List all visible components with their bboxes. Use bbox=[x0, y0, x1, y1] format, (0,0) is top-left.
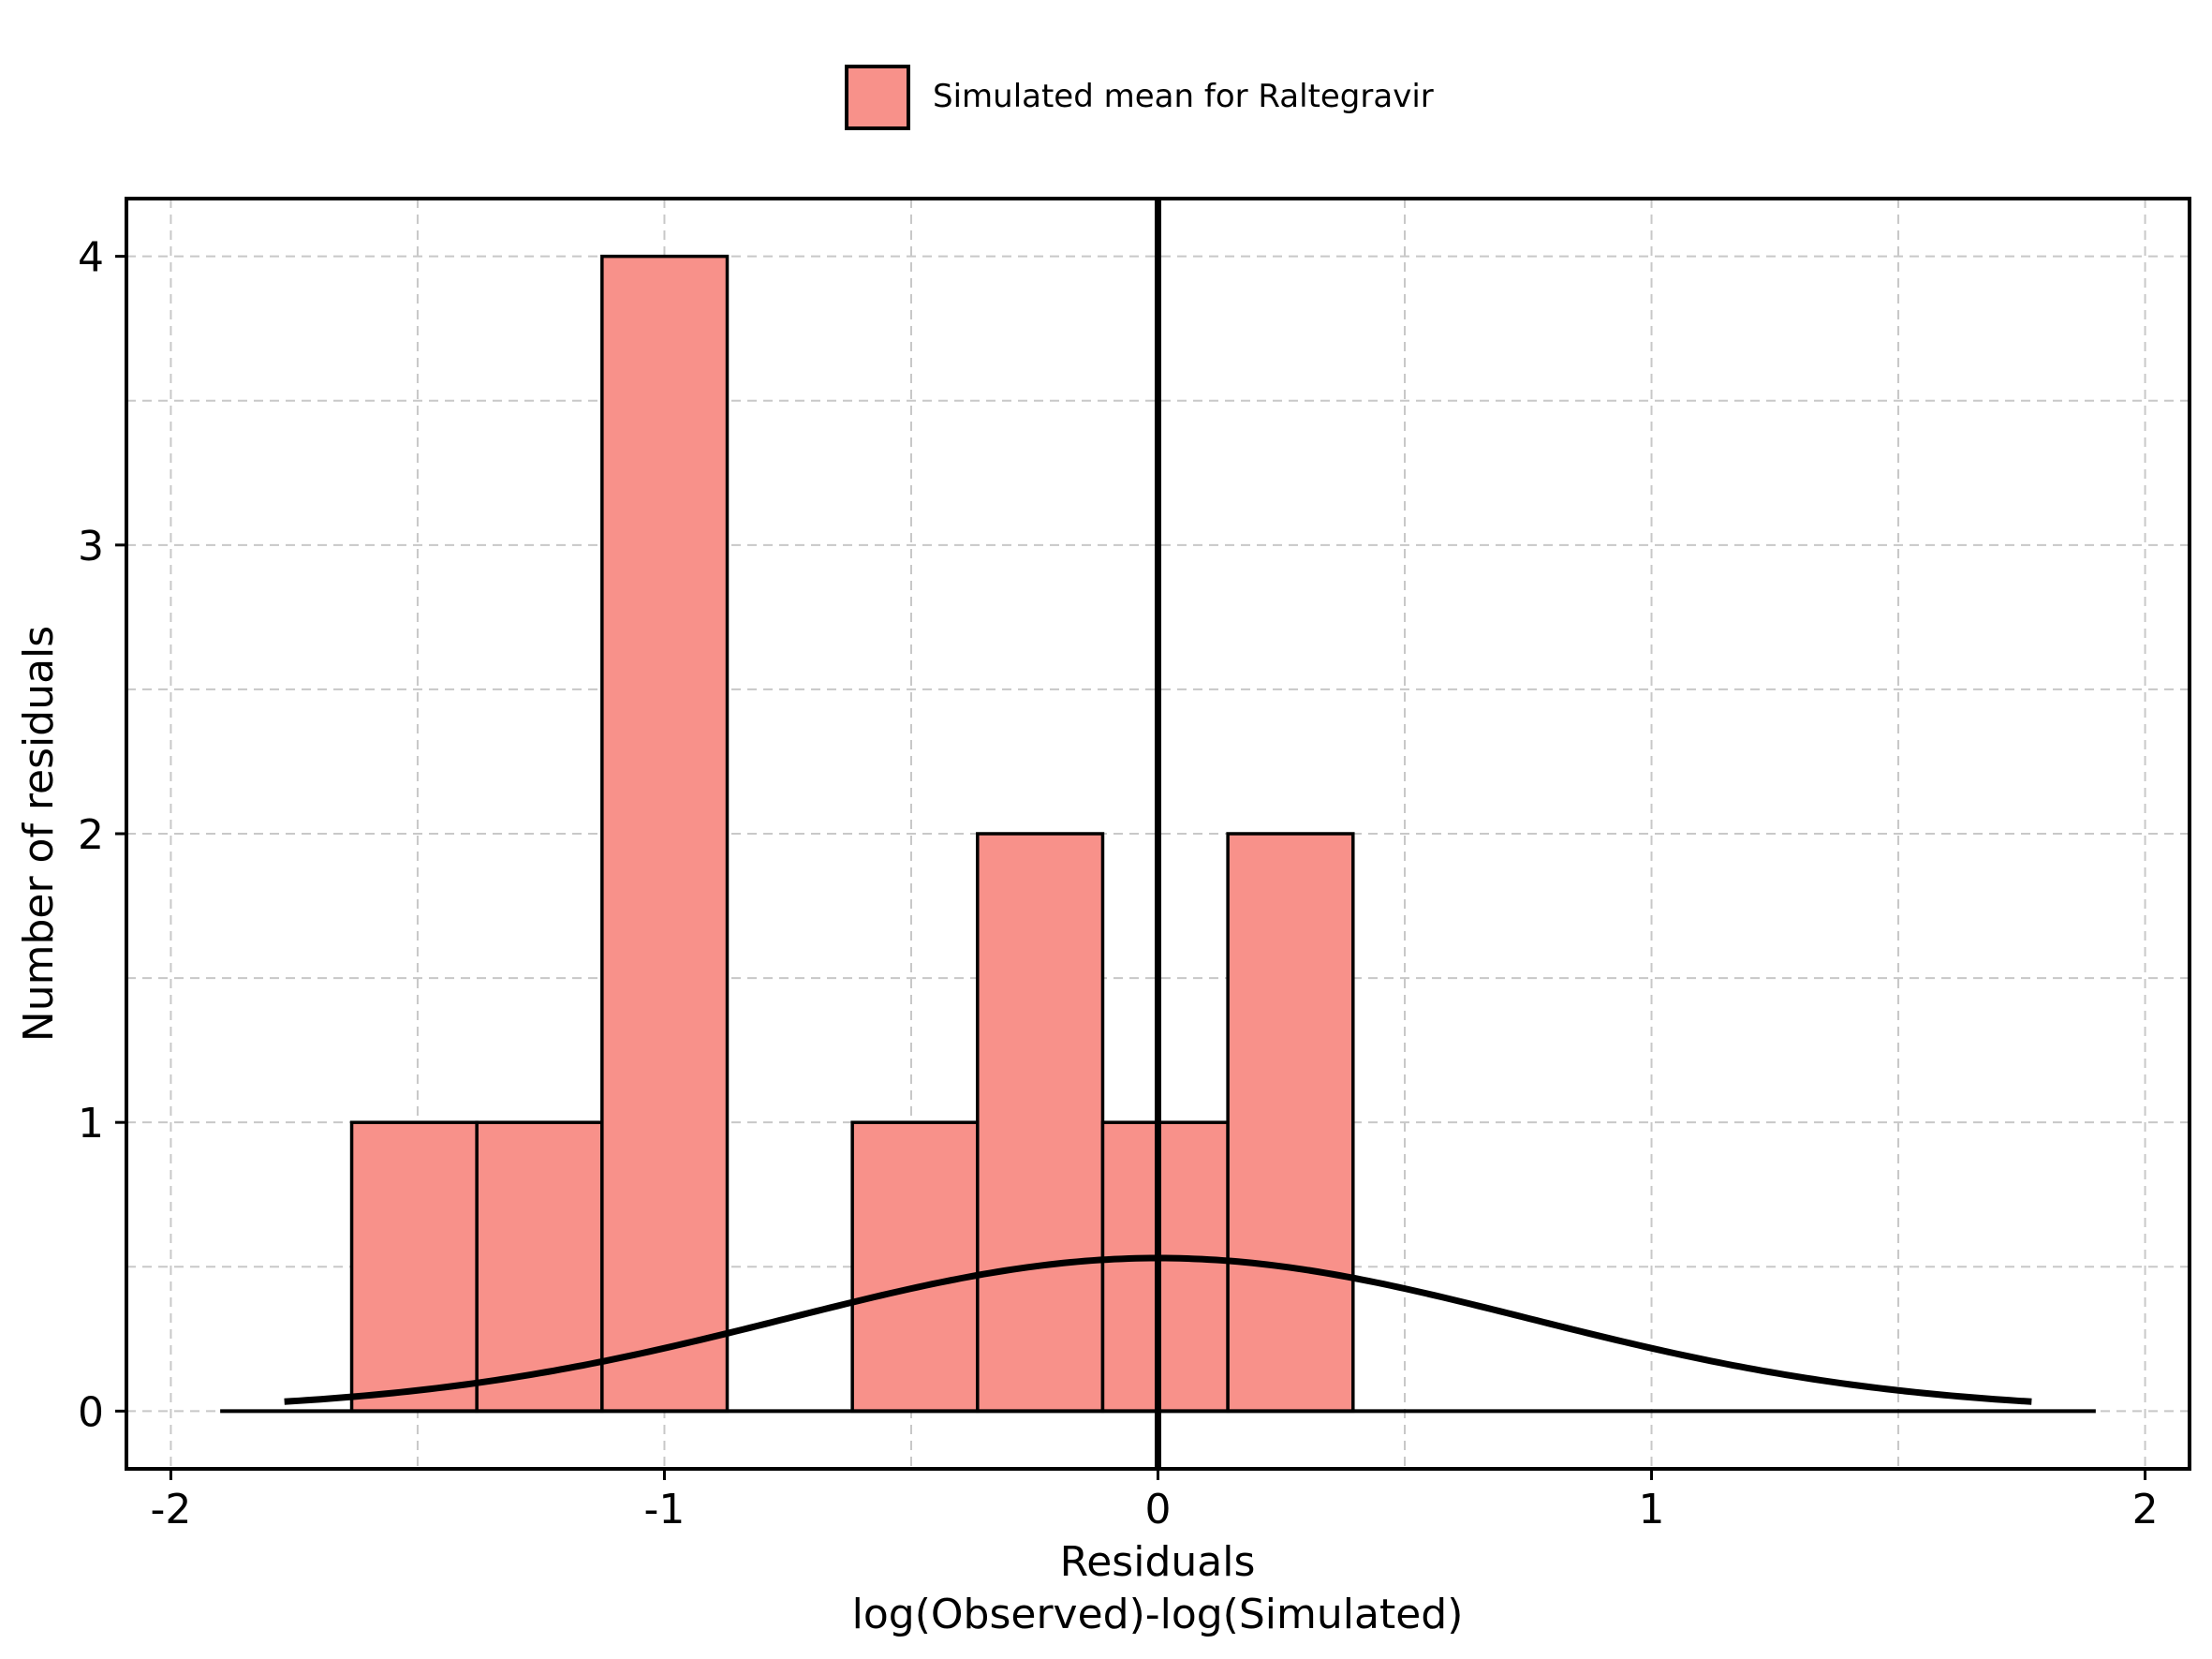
histogram-bars bbox=[349, 254, 1355, 1414]
x-tick-label: 1 bbox=[1639, 1486, 1665, 1533]
x-axis-label: Residuals bbox=[1060, 1538, 1256, 1586]
histogram-bar bbox=[1100, 1120, 1230, 1414]
y-tick-label: 0 bbox=[78, 1388, 104, 1436]
legend-swatch bbox=[845, 65, 910, 130]
y-tick-label: 2 bbox=[78, 811, 104, 859]
histogram-bar bbox=[600, 254, 730, 1414]
y-tick-label: 3 bbox=[78, 523, 104, 570]
histogram-bar bbox=[349, 1120, 479, 1414]
normal-curve-group bbox=[220, 199, 2096, 1469]
histogram-bar bbox=[1226, 832, 1355, 1414]
x-tick-label: -1 bbox=[644, 1486, 686, 1533]
x-tick-label: -2 bbox=[150, 1486, 191, 1533]
legend: Simulated mean for Raltegravir bbox=[845, 65, 1434, 130]
histogram-bar bbox=[850, 1120, 980, 1414]
y-tick-label: 4 bbox=[78, 234, 104, 282]
histogram-bar bbox=[976, 832, 1105, 1414]
y-axis-label: Number of residuals bbox=[15, 626, 63, 1042]
x-tick-label: 2 bbox=[2132, 1486, 2159, 1533]
x-tick-label: 0 bbox=[1145, 1486, 1172, 1533]
axes: -2 -1 0 1 2 0 1 2 3 4 bbox=[78, 197, 2191, 1533]
legend-label: Simulated mean for Raltegravir bbox=[933, 78, 1434, 115]
x-axis-sublabel: log(Observed)-log(Simulated) bbox=[852, 1591, 1464, 1638]
y-tick-label: 1 bbox=[78, 1100, 104, 1148]
